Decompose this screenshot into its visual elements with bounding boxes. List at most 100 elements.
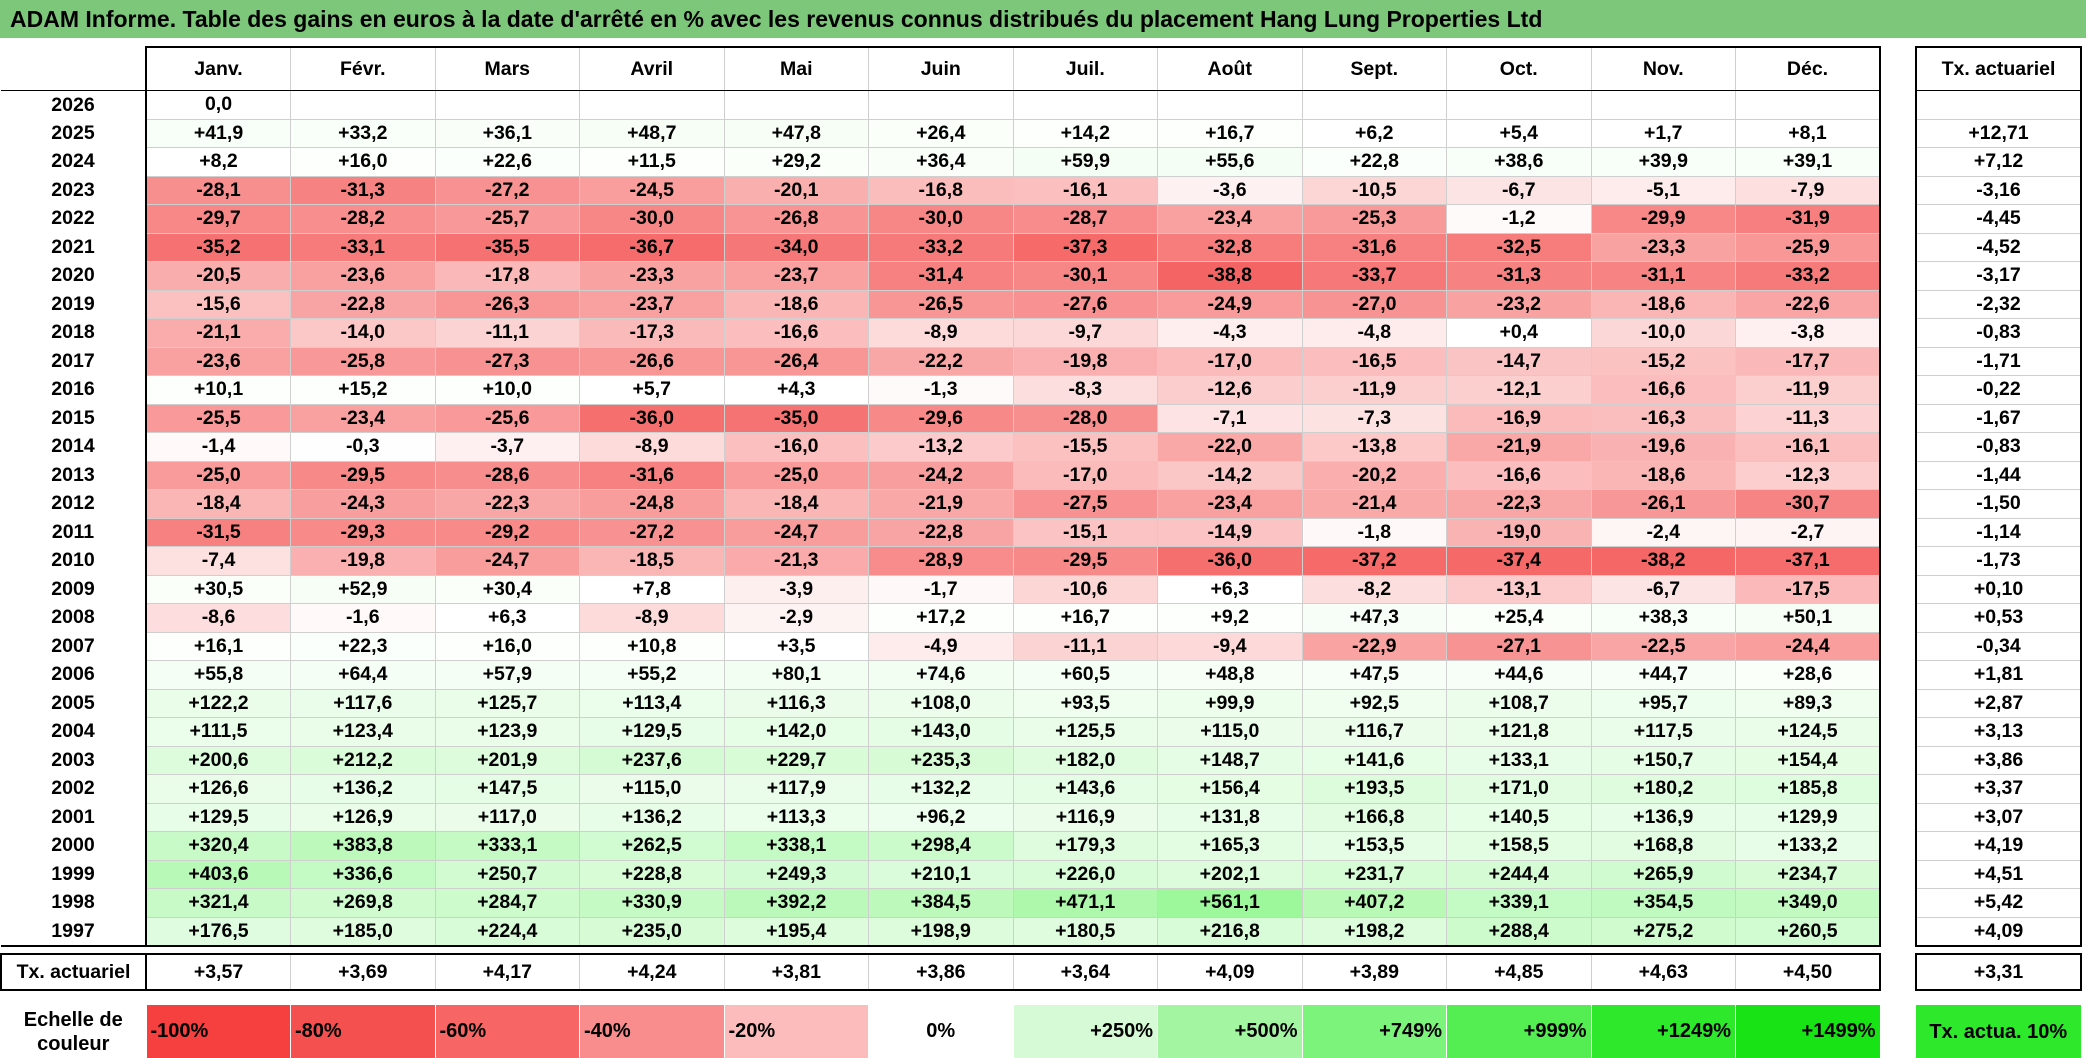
return-cell: +1,7: [1590, 118, 1736, 148]
return-cell: +321,4: [145, 888, 291, 918]
return-cell: -1,3: [868, 375, 1014, 405]
return-cell: -4,3: [1157, 318, 1303, 348]
return-cell: +10,0: [434, 375, 580, 405]
return-cell: +50,1: [1735, 603, 1881, 633]
return-cell: -27,0: [1301, 289, 1447, 319]
return-cell: +561,1: [1157, 888, 1303, 918]
return-cell: +140,5: [1446, 802, 1592, 832]
table-row: 1999 +403,6 +336,6 +250,7 +228,8 +249,3 +210,1…: [1, 859, 2082, 889]
spacer-cell: [579, 990, 724, 1005]
color-scale-step: +1499%: [1735, 1005, 1881, 1058]
table-row: 2004 +111,5 +123,4 +123,9 +129,5 +142,0 +143,0…: [1, 717, 2082, 747]
year-label: 2004: [51, 720, 95, 743]
row-tx-actuariel: -1,50: [1915, 489, 2082, 519]
spacer-cell: [868, 990, 1013, 1005]
footer-tx-cell: +4,50: [1735, 953, 1881, 991]
return-cell: -18,4: [723, 489, 869, 519]
return-cell: -36,0: [1157, 546, 1303, 576]
return-cell: -17,7: [1735, 346, 1881, 376]
gap-cell: [1880, 432, 1916, 461]
return-cell: -30,7: [1735, 489, 1881, 519]
table-row: 2012 -18,4 -24,3 -22,3 -24,8 -18,4 -21,9 -27,5-…: [1, 489, 2082, 519]
return-cell: -6,7: [1446, 175, 1592, 205]
return-cell: +16,1: [145, 631, 291, 661]
return-cell: +44,6: [1446, 660, 1592, 690]
return-cell: -3,7: [434, 432, 580, 462]
footer-tx-cell: +4,63: [1590, 953, 1736, 991]
return-cell: +182,0: [1012, 745, 1158, 775]
return-cell: +113,3: [723, 802, 869, 832]
spacer-cell: [1302, 946, 1447, 954]
return-cell: -8,9: [868, 318, 1014, 348]
return-cell: +22,6: [434, 147, 580, 177]
return-cell: +60,5: [1012, 660, 1158, 690]
spacer-cell: [146, 990, 291, 1005]
return-cell: -29,5: [290, 460, 436, 490]
return-cell: [1012, 90, 1158, 120]
spacer-cell: [1157, 946, 1302, 954]
row-tx-actuariel: -0,83: [1915, 318, 2082, 348]
return-cell: +38,6: [1446, 147, 1592, 177]
year-label: 2017: [51, 349, 95, 372]
return-cell: +168,8: [1590, 831, 1736, 861]
table-row: 2002 +126,6 +136,2 +147,5 +115,0 +117,9 +132,2…: [1, 774, 2082, 804]
year-label: 2020: [51, 264, 95, 287]
return-cell: +136,2: [579, 802, 725, 832]
return-cell: +92,5: [1301, 688, 1447, 718]
footer-tx-cell: +4,17: [434, 953, 580, 991]
return-cell: +154,4: [1735, 745, 1881, 775]
return-cell: -2,9: [723, 603, 869, 633]
return-cell: -32,8: [1157, 232, 1303, 262]
table-row: 2019 -15,6 -22,8 -26,3 -23,7 -18,6 -26,5 -27,6-…: [1, 289, 2082, 319]
return-cell: +52,9: [290, 574, 436, 604]
return-cell: +129,9: [1735, 802, 1881, 832]
row-tx-actuariel: -1,44: [1915, 460, 2082, 490]
gap-cell: [1880, 689, 1916, 718]
footer-tx-cell: +4,85: [1446, 953, 1592, 991]
return-cell: +185,8: [1735, 774, 1881, 804]
return-cell: -25,9: [1735, 232, 1881, 262]
return-cell: -31,6: [1301, 232, 1447, 262]
return-cell: -31,5: [145, 517, 291, 547]
return-cell: +33,2: [290, 118, 436, 148]
return-cell: -2,4: [1590, 517, 1736, 547]
return-cell: +143,0: [868, 717, 1014, 747]
return-cell: -29,9: [1590, 204, 1736, 234]
return-cell: +11,5: [579, 147, 725, 177]
spacer-cell: [290, 990, 435, 1005]
return-cell: -24,9: [1157, 289, 1303, 319]
return-cell: +48,8: [1157, 660, 1303, 690]
return-cell: +354,5: [1590, 888, 1736, 918]
return-cell: +201,9: [434, 745, 580, 775]
return-cell: +143,6: [1012, 774, 1158, 804]
row-tx-actuariel: +5,42: [1915, 888, 2082, 918]
return-cell: +180,2: [1590, 774, 1736, 804]
return-cell: +17,2: [868, 603, 1014, 633]
table-row: 2018 -21,1 -14,0 -11,1 -17,3 -16,6 -8,9 -9,7 -4,…: [1, 318, 2082, 348]
return-cell: -1,8: [1301, 517, 1447, 547]
row-tx-actuariel: +3,37: [1915, 774, 2082, 804]
gap-cell: [1880, 318, 1916, 347]
gap-cell: [1880, 546, 1916, 575]
return-cell: -28,7: [1012, 204, 1158, 234]
month-header: Nov.: [1590, 46, 1736, 91]
gap-cell: [1880, 261, 1916, 290]
return-cell: +392,2: [723, 888, 869, 918]
return-cell: -12,1: [1446, 375, 1592, 405]
return-cell: +200,6: [145, 745, 291, 775]
spacer-cell: [1591, 946, 1736, 954]
return-cell: +41,9: [145, 118, 291, 148]
return-cell: +153,5: [1301, 831, 1447, 861]
return-cell: +333,1: [434, 831, 580, 861]
return-cell: +26,4: [868, 118, 1014, 148]
color-scale-step: +500%: [1157, 1005, 1303, 1058]
return-cell: -16,5: [1301, 346, 1447, 376]
return-cell: +265,9: [1590, 859, 1736, 889]
return-cell: [1590, 90, 1736, 120]
spacer-cell: [1916, 990, 2081, 1005]
return-cell: -22,3: [1446, 489, 1592, 519]
return-cell: -24,8: [579, 489, 725, 519]
row-tx-actuariel: -2,32: [1915, 289, 2082, 319]
return-cell: +22,8: [1301, 147, 1447, 177]
return-cell: -29,3: [290, 517, 436, 547]
